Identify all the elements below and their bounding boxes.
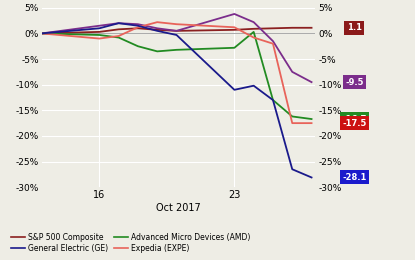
X-axis label: Oct 2017: Oct 2017	[156, 203, 201, 213]
Legend: S&P 500 Composite, General Electric (GE), Advanced Micro Devices (AMD), Expedia : S&P 500 Composite, General Electric (GE)…	[8, 230, 253, 256]
Text: -28.1: -28.1	[342, 173, 366, 182]
Text: -16.7: -16.7	[342, 114, 366, 124]
Text: -9.5: -9.5	[345, 78, 364, 87]
Text: -17.5: -17.5	[342, 119, 366, 128]
Text: 1.1: 1.1	[347, 23, 362, 32]
